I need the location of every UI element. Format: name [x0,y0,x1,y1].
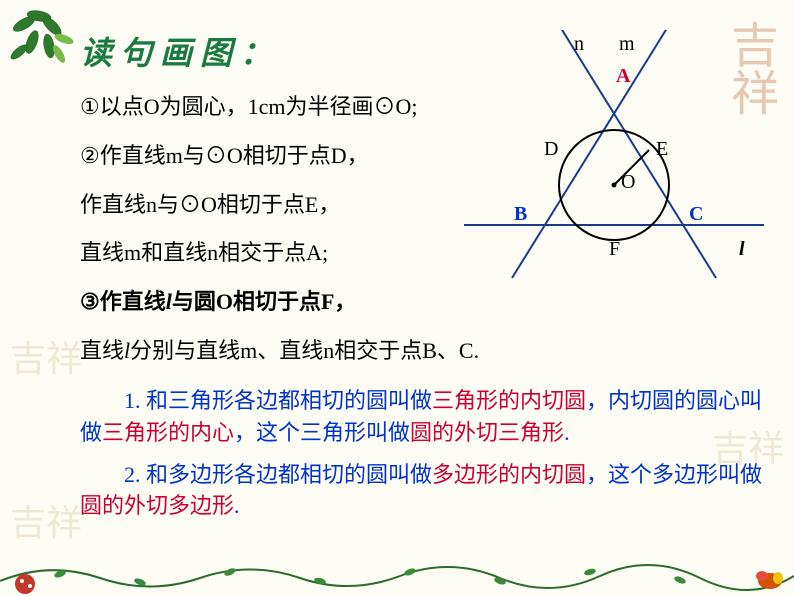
step-2a: ②作直线m与⊙O相切于点D， [80,141,470,172]
step-2b: 作直线n与⊙O相切于点E， [80,190,470,221]
svg-text:F: F [609,238,620,260]
svg-text:C: C [689,203,703,225]
paragraph-2: 2. 和多边形各边都相切的圆叫做多边形的内切圆，这个多边形叫做圆的外切多边形. [80,459,780,523]
svg-text:O: O [621,171,635,193]
bottom-vine-decoration [0,556,794,596]
svg-text:B: B [514,203,527,225]
step-3b: 直线l分别与直线m、直线n相交于点B、C. [80,336,780,367]
watermark-3: 吉祥 [10,494,82,546]
geometry-diagram: n mA D EO B C Fl [454,30,774,290]
step-2c: 直线m和直线n相交于点A; [80,238,470,269]
svg-text:D: D [544,138,558,160]
watermark-1: 吉祥 [10,330,82,382]
svg-text:A: A [616,65,631,87]
svg-text:m: m [619,33,635,55]
paragraph-1: 1. 和三角形各边都相切的圆叫做三角形的内切圆，内切圆的圆心叫做三角形的内心，这… [80,385,780,449]
svg-text:E: E [656,138,668,160]
svg-text:l: l [739,238,745,260]
step-3a: ③作直线l与圆O相切于点F， [80,287,780,318]
svg-text:n: n [574,33,584,55]
step-1: ①以点O为圆心，1cm为半径画⊙O; [80,92,470,123]
